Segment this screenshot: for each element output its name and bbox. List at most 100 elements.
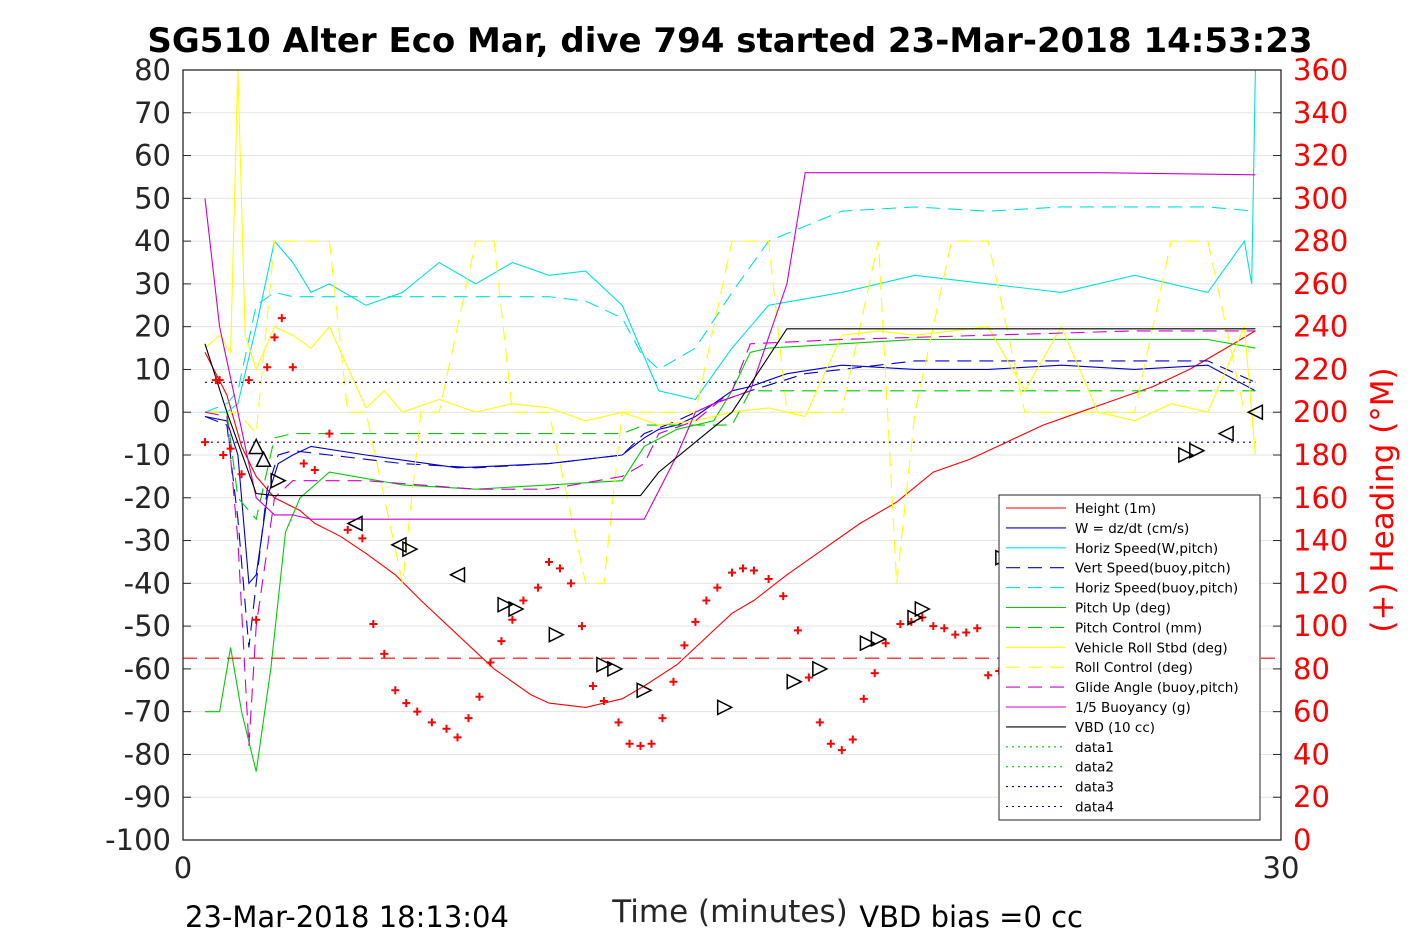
series-line [204,360,1256,648]
legend-label: Horiz Speed(W,pitch) [1075,541,1218,557]
vbd-marker [786,673,803,690]
heading-point [215,376,224,385]
y-tick-label: -20 [124,481,171,515]
legend-label: data2 [1075,760,1114,776]
heading-point [614,718,623,727]
vbd-marker [1246,404,1264,421]
legend-label: Vert Speed(buoy,pitch) [1075,561,1231,577]
heading-point [848,735,857,744]
legend-label: Pitch Control (mm) [1075,620,1202,636]
y-tick-label: 0 [153,395,171,429]
heading-point [566,579,575,588]
heading-point [325,429,334,438]
y-tick-label: 60 [134,139,171,173]
legend-label: Pitch Up (deg) [1075,601,1171,617]
y-tick-label: -40 [124,566,171,600]
heading-point [486,658,495,667]
y-tick-label: 50 [134,181,171,215]
heading-point [519,596,528,605]
vbd-marker [448,566,466,583]
heading-point [804,673,813,682]
y-right-tick-label: 80 [1293,652,1330,686]
y-tick-label: -80 [124,737,171,771]
heading-point [837,746,846,755]
heading-point [599,696,608,705]
vbd-marker [497,596,514,613]
heading-point [508,615,517,624]
y-right-tick-label: 120 [1293,566,1348,600]
y-axis-right: 3603403203002802602402202001801601401201… [1273,53,1348,857]
legend-label: data1 [1075,740,1114,756]
heading-point [391,686,400,695]
y-axis-right-label: (+) Heading (°M) [1365,367,1401,632]
vbd-marker [1189,442,1206,459]
vbd-marker [508,600,525,618]
legend: Height (1m) W = dz/dt (cm/s) Horiz Speed(W… [998,494,1261,821]
heading-point [713,583,722,592]
heading-point [402,699,411,708]
vbd-marker [402,540,419,558]
vbd-marker [636,682,653,699]
series-line [205,240,1256,584]
y-right-tick-label: 140 [1293,524,1348,558]
legend-label: data3 [1075,780,1114,796]
vbd-marker [812,660,829,678]
y-right-tick-label: 100 [1293,609,1348,643]
y-right-tick-label: 160 [1293,481,1348,515]
heading-point [815,718,824,727]
heading-point [464,714,473,723]
series-line [204,328,1256,497]
heading-point [475,692,484,701]
legend-label: Vehicle Roll Stbd (deg) [1075,640,1228,656]
vbd-marker [859,635,877,652]
heading-point [896,619,905,628]
heading-point [973,624,982,633]
heading-point [244,376,253,385]
heading-point [951,630,960,639]
heading-point [749,566,758,575]
y-right-tick-label: 320 [1293,139,1348,173]
legend-label: data4 [1075,800,1114,816]
heading-point [588,682,597,690]
heading-point [453,733,462,742]
x-tick-label: 30 [1263,851,1300,885]
series-line [205,390,1256,521]
vbd-marker [716,699,734,716]
heading-point [380,649,389,658]
vbd-marker [1217,425,1234,442]
legend-label: VBD (10 cc) [1075,720,1155,736]
y-axis-left: 80 70 60 50 40 30 20 10 0 -10 -20 -30 -40 -50 -60 -70 -8… [105,53,191,857]
heading-point [270,333,279,342]
vbd-marker [870,630,888,648]
y-right-tick-label: 340 [1293,96,1348,130]
heading-point [219,451,228,459]
vbd-marker [270,472,287,489]
y-tick-label: 10 [134,352,171,386]
y-right-tick-label: 240 [1293,310,1348,344]
chart-title: SG510 Alter Eco Mar, dive 794 started 23… [147,21,1312,61]
heading-point [343,525,352,534]
y-tick-label: -50 [124,609,171,643]
y-right-tick-label: 60 [1293,695,1330,729]
heading-point [881,639,890,648]
heading-point [442,724,451,733]
y-right-tick-label: 300 [1293,181,1348,215]
footer-vbd-bias: VBD bias =0 cc [859,900,1083,934]
heading-point [738,564,747,573]
series-line [205,338,1256,772]
heading-point [940,624,949,633]
vbd-marker [914,600,931,618]
heading-point [310,465,319,474]
legend-label: Horiz Speed(buoy,pitch) [1075,581,1238,597]
heading-point [962,628,971,637]
heading-point [691,617,700,626]
y-tick-label: 80 [134,53,171,87]
legend-label: Height (1m) [1075,501,1156,517]
x-axis: 0 30 [174,832,1300,885]
legend-label: Glide Angle (buoy,pitch) [1075,680,1239,696]
y-tick-label: 30 [134,267,171,301]
y-tick-label: -70 [124,695,171,729]
vbd-marker [607,660,624,678]
vbd-marker [346,515,363,532]
